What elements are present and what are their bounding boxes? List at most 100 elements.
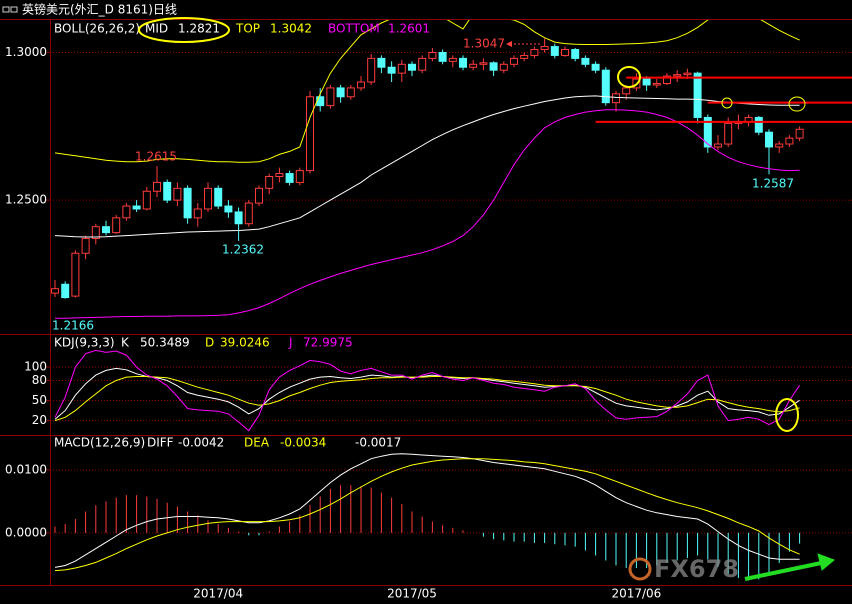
candle-body — [591, 63, 600, 71]
legend-value: 72.9975 — [303, 336, 353, 350]
arrow — [744, 560, 827, 581]
price-annotation: 1.3047 — [463, 37, 505, 51]
candle-body — [438, 51, 447, 62]
candle-body — [479, 62, 488, 65]
candle-body — [142, 190, 151, 210]
candle-body — [571, 49, 580, 59]
panel — [51, 20, 852, 319]
price-annotation: 1.2587 — [752, 177, 794, 191]
y-tick-label: 1.2500 — [5, 193, 47, 207]
y-tick-label: 50 — [32, 393, 47, 407]
y-tick-label: 1.3000 — [5, 45, 47, 59]
candle-body — [612, 93, 620, 104]
series-line — [54, 20, 800, 163]
candle-body — [754, 116, 763, 133]
x-tick-label: 2017/06 — [611, 587, 661, 601]
series-line — [54, 367, 800, 420]
candle-body — [775, 143, 784, 148]
arrow-head — [817, 553, 835, 571]
legend-label: K — [121, 336, 130, 350]
legend-label: MID — [145, 22, 168, 36]
candle-body — [418, 57, 427, 71]
candle-body — [81, 238, 90, 254]
legend-value: -0.0034 — [280, 436, 326, 450]
watermark-group: FX678 — [628, 555, 739, 583]
y-tick-label: 0.0100 — [5, 463, 47, 477]
candle-body — [357, 81, 365, 89]
legend-label: J — [288, 336, 293, 350]
icon — [10, 6, 18, 13]
legend-value: -0.0042 — [178, 436, 224, 450]
candle-body — [367, 57, 376, 83]
candle-body — [51, 288, 59, 294]
x-tick-label: 2017/04 — [193, 587, 243, 601]
candle-body — [102, 226, 110, 234]
candle-body — [663, 75, 671, 84]
y-tick-label: 100 — [24, 360, 47, 374]
legend-label: DIFF — [147, 436, 174, 450]
series-line — [54, 349, 801, 432]
highlight — [788, 96, 806, 112]
panel — [54, 453, 801, 581]
candle-body — [153, 181, 161, 192]
candle-body — [642, 78, 651, 86]
candle-body — [183, 187, 192, 219]
price-annotation: 1.2615 — [135, 150, 177, 164]
legend-value: 1.2601 — [388, 22, 430, 36]
candle-body — [459, 57, 467, 68]
highlight — [721, 97, 733, 109]
candle-body — [122, 205, 131, 219]
candle-body — [673, 74, 682, 77]
price-annotation: 1.2362 — [222, 243, 264, 257]
legend-value: 39.0246 — [220, 336, 270, 350]
annotation-arrow-head — [506, 41, 512, 47]
candle-body — [193, 208, 202, 219]
highlight — [138, 17, 230, 43]
candle-body — [469, 63, 478, 68]
highlight — [775, 398, 799, 432]
candle-body — [173, 187, 182, 201]
legend-value: 1.2821 — [178, 22, 220, 36]
y-tick-label: 80 — [32, 373, 47, 387]
frames — [0, 19, 852, 586]
candle-body — [540, 46, 549, 51]
indicator-label: MACD(12,26,9) — [54, 436, 145, 450]
candle-body — [428, 51, 437, 59]
x-tick-label: 2017/05 — [387, 587, 437, 601]
candle-body — [132, 205, 141, 210]
legend-label: D — [205, 336, 214, 350]
candle-body — [255, 187, 263, 204]
candle-body — [234, 211, 243, 225]
indicator-label: BOLL(26,26,2) — [54, 22, 140, 36]
candle-body — [91, 226, 100, 240]
candle-body — [448, 57, 457, 62]
grid — [45, 51, 852, 534]
candle-body — [244, 202, 253, 225]
candle-body — [408, 63, 416, 71]
candle-body — [724, 122, 733, 145]
candle-body — [795, 128, 804, 139]
legend-label: DEA — [244, 436, 270, 450]
legend-value: 1.3042 — [270, 22, 312, 36]
candle-body — [265, 176, 274, 189]
candle-body — [61, 283, 70, 299]
watermark: FX678 — [654, 555, 739, 583]
candle-body — [714, 143, 722, 148]
series-line — [54, 376, 800, 422]
series-line — [54, 95, 800, 238]
legend-label: BOTTOM — [328, 22, 380, 36]
y-tick-label: 0.0000 — [5, 525, 47, 539]
candle-body — [112, 217, 121, 234]
candle-body — [530, 49, 539, 56]
candle-body — [785, 137, 794, 145]
candle-body — [499, 63, 508, 71]
candle-body — [377, 57, 386, 68]
legend-value: 50.3489 — [140, 336, 190, 350]
watermark-logo — [628, 557, 652, 581]
legend-label: TOP — [235, 22, 260, 36]
candle-body — [520, 54, 529, 59]
marks — [51, 20, 852, 581]
candle-body — [214, 187, 223, 207]
icon — [2, 6, 10, 13]
